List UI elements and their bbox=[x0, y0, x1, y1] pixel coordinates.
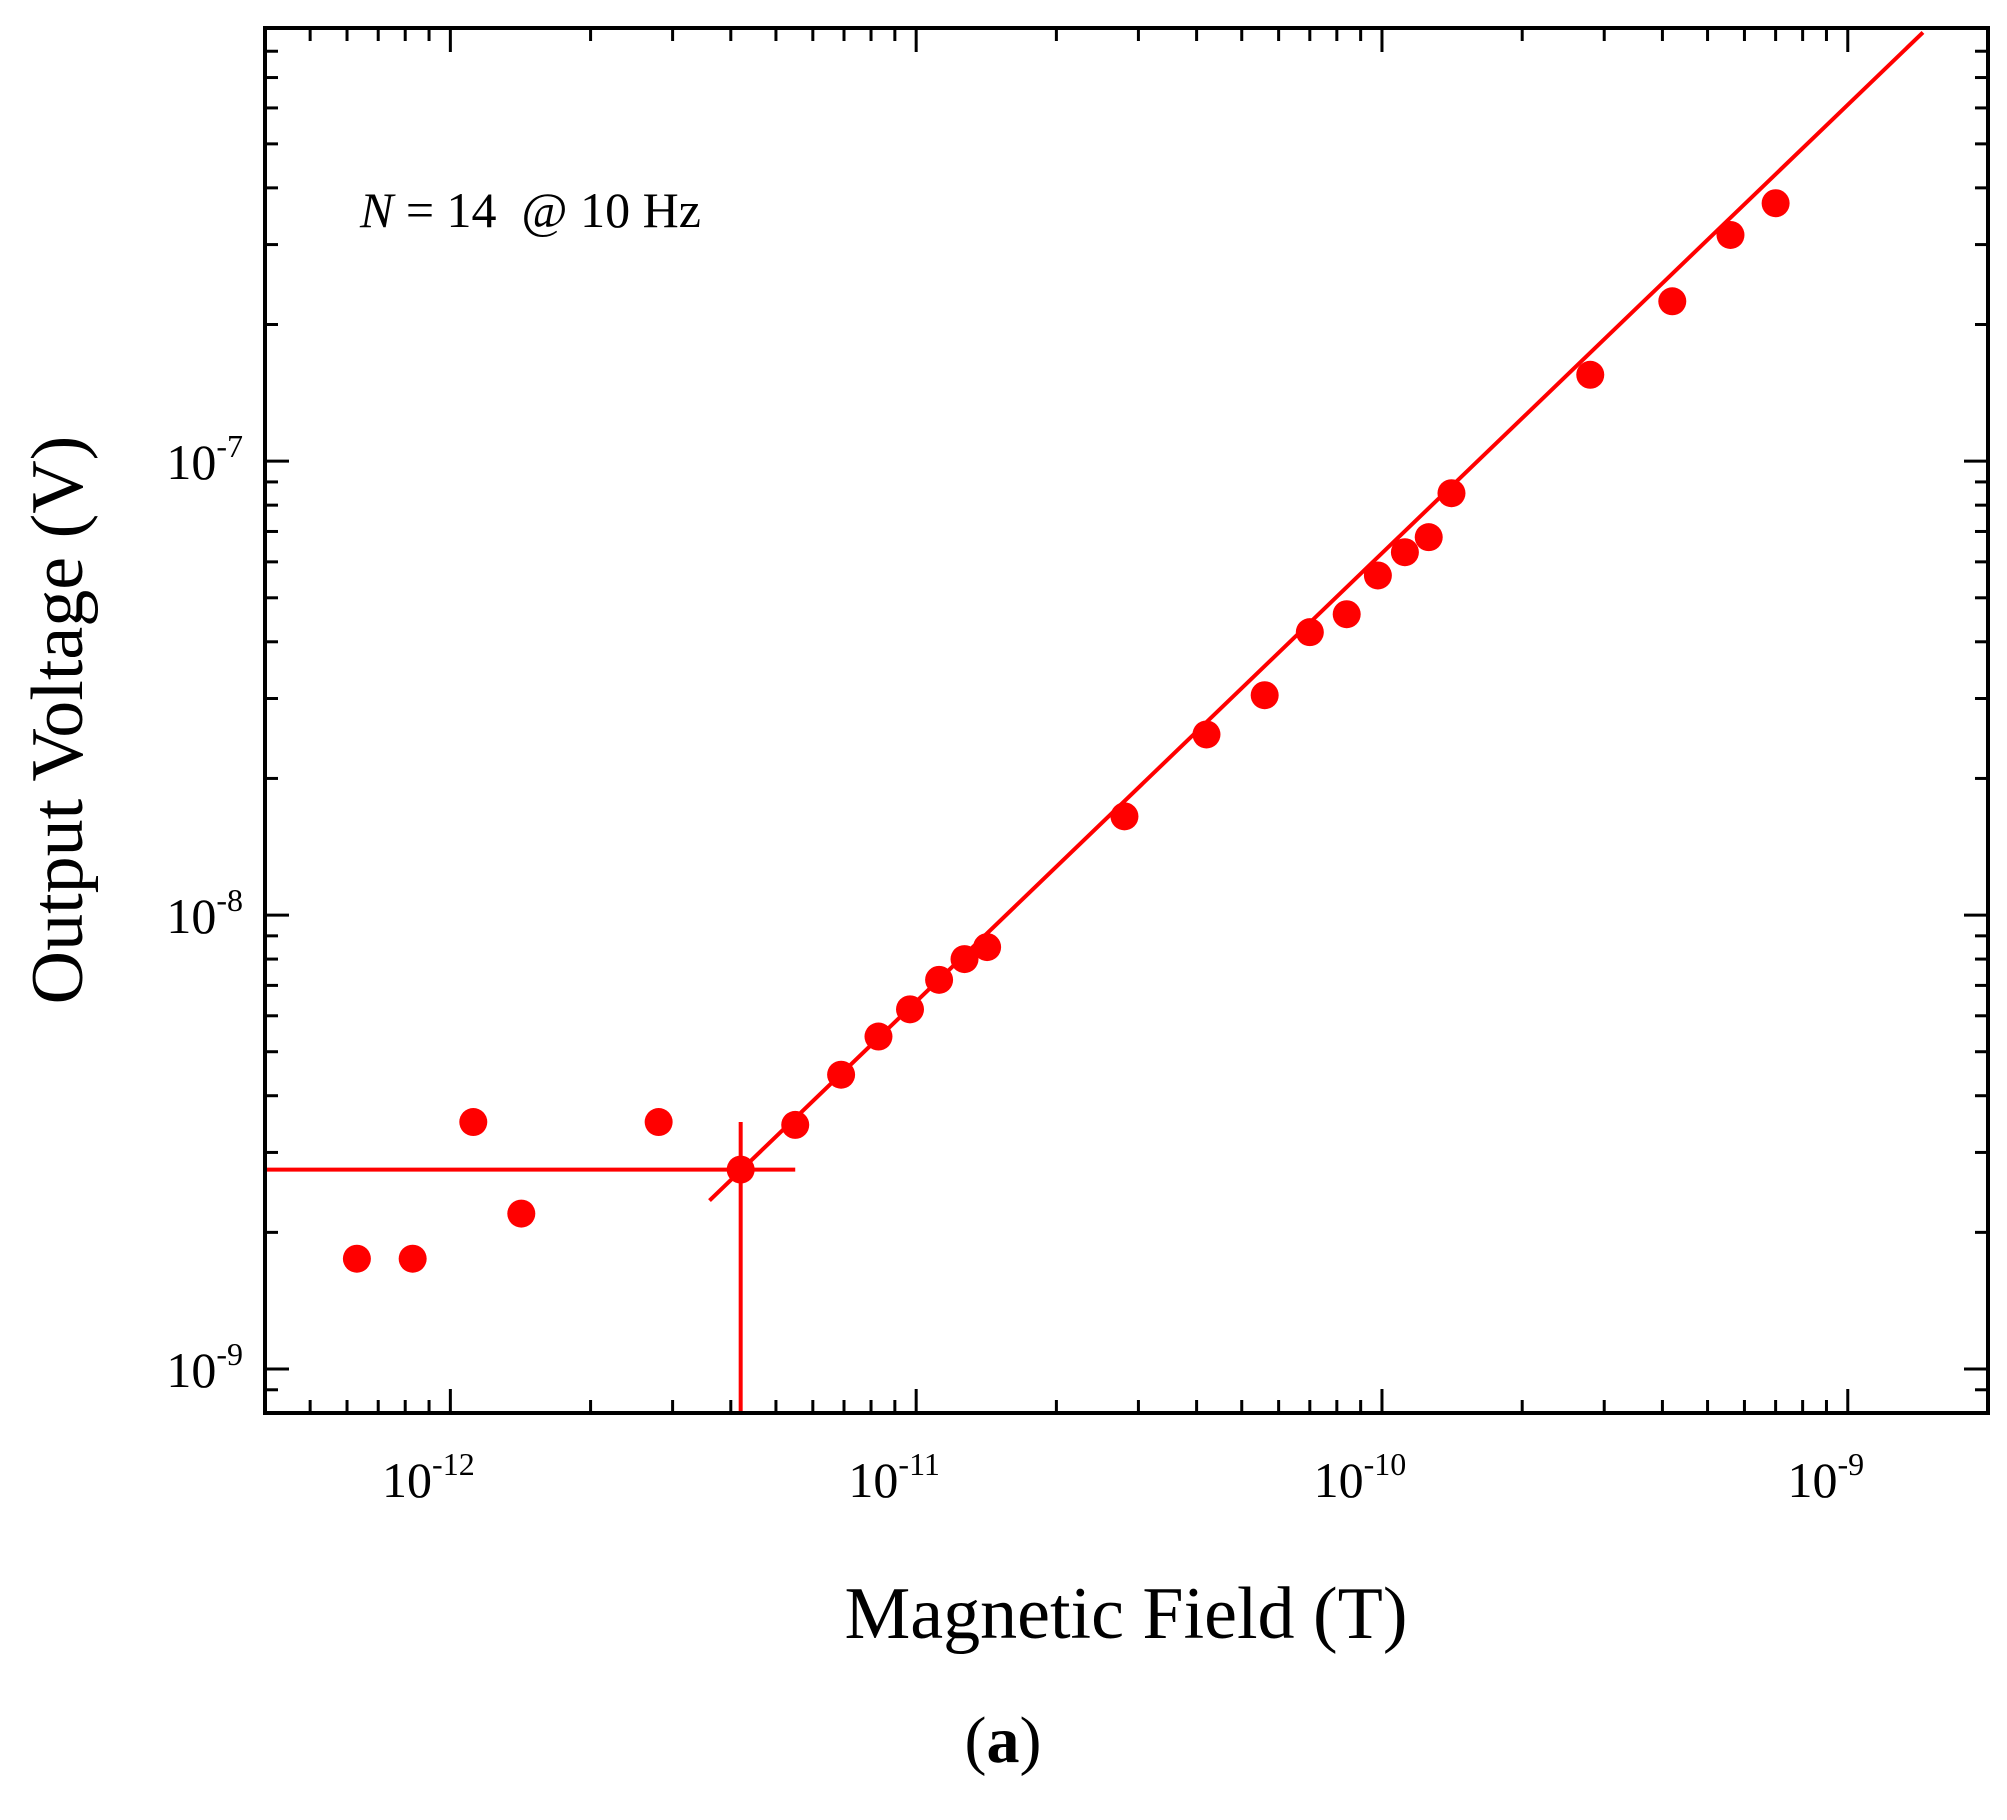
y-tick-base: 10 bbox=[166, 888, 216, 944]
x-tick-base: 10 bbox=[382, 1452, 432, 1508]
data-point bbox=[973, 933, 1002, 962]
y-tick-exp: -7 bbox=[216, 428, 243, 464]
data-point bbox=[925, 965, 954, 994]
y-tick-base: 10 bbox=[166, 434, 216, 490]
x-tick-base: 10 bbox=[848, 1452, 898, 1508]
x-tick-label: 10-11 bbox=[848, 1446, 939, 1508]
x-tick-label: 10-10 bbox=[1314, 1446, 1407, 1508]
y-tick-exp: -9 bbox=[216, 1336, 243, 1372]
y-tick-label: 10-7 bbox=[166, 428, 243, 490]
x-tick-label: 10-9 bbox=[1787, 1446, 1864, 1508]
x-axis-title: Magnetic Field (T) bbox=[844, 1573, 1407, 1655]
data-point bbox=[459, 1108, 488, 1137]
x-tick-base: 10 bbox=[1787, 1452, 1837, 1508]
data-point bbox=[1250, 681, 1279, 710]
plot-frame bbox=[263, 26, 1990, 1415]
data-point bbox=[781, 1110, 810, 1139]
data-point bbox=[1110, 802, 1139, 831]
panel-label-letter: a bbox=[987, 1704, 1020, 1777]
data-point bbox=[1716, 220, 1745, 249]
y-tick-base: 10 bbox=[166, 1342, 216, 1398]
data-point bbox=[1658, 287, 1687, 316]
x-tick-exp: -10 bbox=[1364, 1446, 1407, 1482]
data-point bbox=[864, 1022, 893, 1051]
x-tick-exp: -12 bbox=[432, 1446, 475, 1482]
y-tick-label: 10-9 bbox=[166, 1336, 243, 1398]
data-point bbox=[726, 1155, 755, 1184]
annotation-label: N = 14 @ 10 Hz bbox=[359, 182, 701, 238]
x-tick-exp: -9 bbox=[1837, 1446, 1864, 1482]
panel-label-open: ( bbox=[965, 1704, 987, 1777]
annotation-var: N bbox=[359, 182, 396, 238]
data-point bbox=[1390, 538, 1419, 567]
data-point bbox=[827, 1060, 856, 1089]
data-point bbox=[342, 1244, 371, 1273]
y-tick-exp: -8 bbox=[216, 882, 243, 918]
panel-label-close: ) bbox=[1020, 1704, 1042, 1777]
annotation-text: = 14 @ 10 Hz bbox=[393, 182, 701, 238]
x-tick-label: 10-12 bbox=[382, 1446, 475, 1508]
data-point bbox=[507, 1199, 536, 1228]
data-point bbox=[1761, 189, 1790, 218]
data-point bbox=[1295, 618, 1324, 647]
data-point bbox=[896, 995, 925, 1024]
data-point bbox=[644, 1108, 673, 1137]
x-tick-base: 10 bbox=[1314, 1452, 1364, 1508]
data-point bbox=[1576, 360, 1605, 389]
fit-line bbox=[708, 30, 1925, 1203]
panel-label: (a) bbox=[965, 1704, 1042, 1777]
data-point bbox=[1192, 720, 1221, 749]
y-axis-title: Output Voltage (V) bbox=[17, 436, 99, 1005]
data-point bbox=[1437, 479, 1466, 508]
y-tick-label: 10-8 bbox=[166, 882, 243, 944]
data-point bbox=[1332, 600, 1361, 629]
data-point bbox=[950, 945, 979, 974]
data-point bbox=[1414, 523, 1443, 552]
data-point bbox=[398, 1244, 427, 1273]
data-point bbox=[1363, 561, 1392, 590]
x-tick-exp: -11 bbox=[898, 1446, 939, 1482]
